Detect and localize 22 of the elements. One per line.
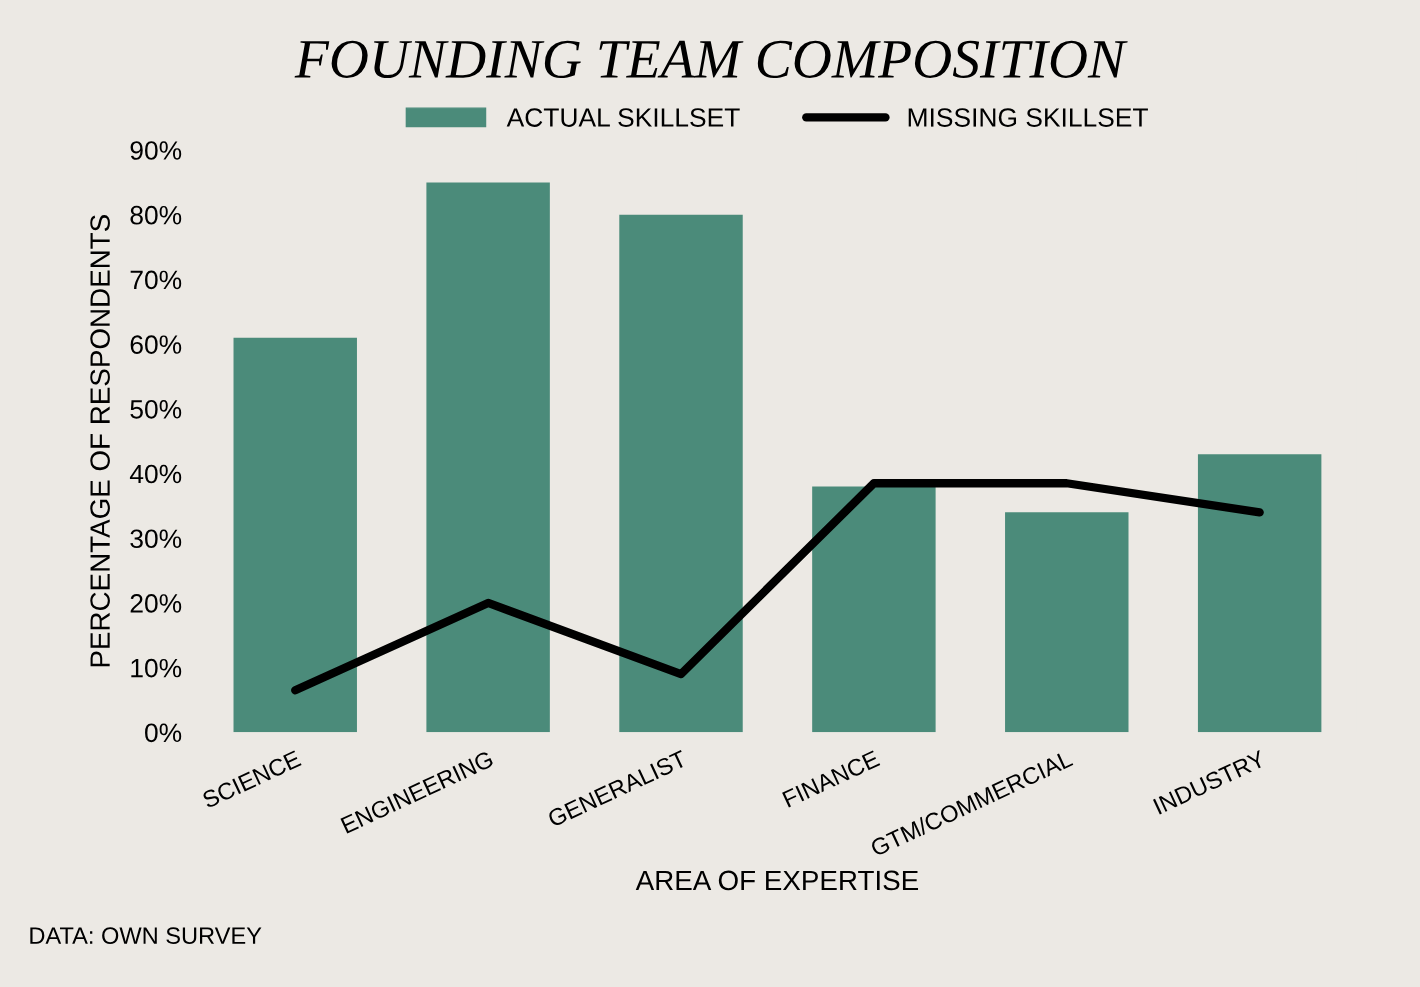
- chart-title: FOUNDING TEAM COMPOSITION: [294, 40, 1128, 79]
- legend-label: MISSING SKILLSET: [908, 108, 1148, 127]
- y-tick-label: 30%: [130, 529, 182, 549]
- y-tick-label: 60%: [130, 335, 182, 354]
- legend-label: ACTUAL SKILLSET: [506, 108, 740, 127]
- y-tick-label: 50%: [130, 399, 182, 419]
- y-tick-label: 80%: [130, 205, 182, 225]
- bar: [1197, 454, 1322, 733]
- y-tick-label: 20%: [130, 594, 182, 613]
- bar: [1005, 512, 1129, 733]
- text: DATA: OWN SURVEY: [30, 927, 262, 944]
- y-tick-label: 90%: [130, 141, 182, 160]
- bar: [619, 214, 743, 733]
- y-tick-label: 10%: [131, 658, 182, 678]
- bar: [233, 337, 357, 733]
- y-axis-title: PERCENTAGE OF RESPONDENTS: [90, 215, 110, 667]
- bar: [812, 486, 936, 733]
- x-axis-title: AREA OF EXPERTISE: [635, 870, 919, 891]
- y-tick-label: 40%: [129, 464, 182, 484]
- y-tick-label: 0%: [145, 723, 182, 743]
- bar: [426, 182, 550, 733]
- y-tick-label: 70%: [130, 270, 182, 290]
